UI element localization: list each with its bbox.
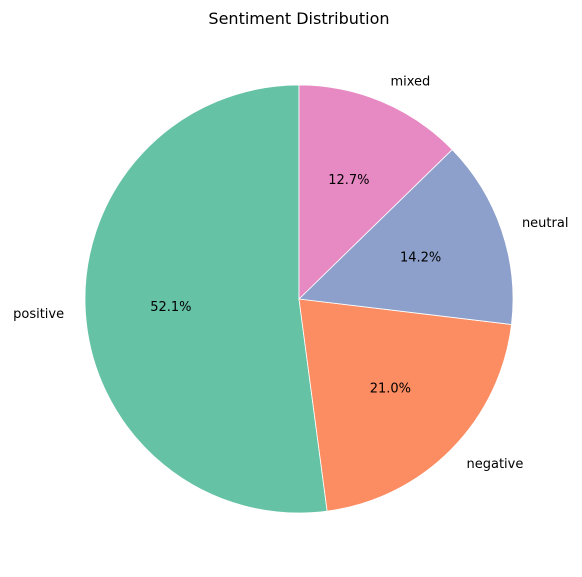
- pie-slices: [84, 84, 514, 514]
- pie-slice-mixed: [298, 84, 453, 300]
- slice-label-negative: negative: [467, 457, 524, 472]
- slice-label-positive: positive: [13, 307, 64, 322]
- pie-slice-negative: [298, 298, 512, 512]
- percent-label-negative: 21.0%: [370, 382, 411, 397]
- pie-slice-positive: [84, 84, 328, 514]
- percent-label-neutral: 14.2%: [400, 250, 441, 265]
- pie-labels: positive 52.1% negative 21.0% neutral 14.2% mi…: [13, 75, 568, 472]
- percent-label-positive: 52.1%: [150, 300, 191, 315]
- pie-slice-neutral: [298, 149, 514, 325]
- percent-label-mixed: 12.7%: [328, 173, 369, 188]
- slice-label-neutral: neutral: [522, 216, 569, 231]
- chart-title: Sentiment Distribution: [208, 9, 389, 28]
- slice-label-mixed: mixed: [390, 75, 430, 90]
